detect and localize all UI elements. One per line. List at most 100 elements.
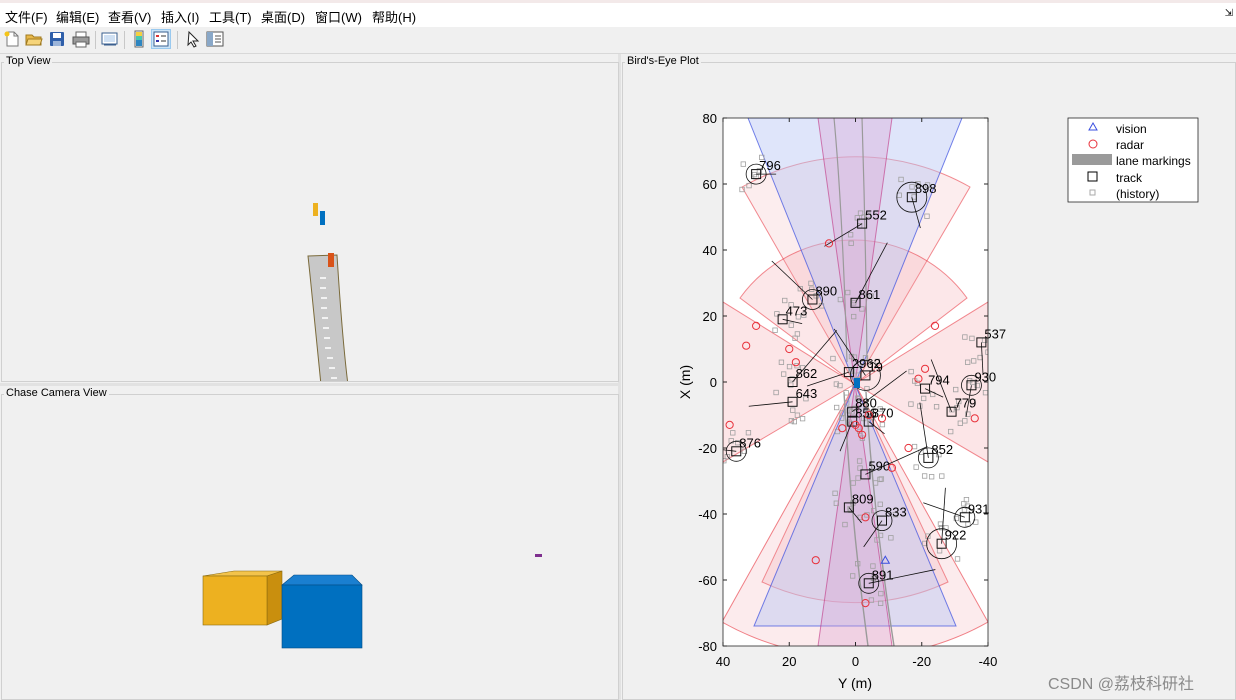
- history-legend-icon: [1089, 189, 1096, 196]
- menu-desktop[interactable]: 桌面(D): [261, 10, 306, 25]
- menu-insert[interactable]: 插入(I): [161, 10, 200, 25]
- legend[interactable]: vision radar lane markings track (histor…: [1067, 117, 1199, 203]
- history-markers: [723, 154, 988, 606]
- horizontal-splitter[interactable]: [0, 383, 620, 386]
- legend-vision: vision: [1116, 122, 1147, 136]
- track-label: 590: [868, 458, 890, 473]
- track-marker[interactable]: [860, 469, 871, 480]
- property-inspector-icon[interactable]: [206, 30, 224, 48]
- open-file-icon[interactable]: [25, 30, 43, 48]
- y-tick-label: -80: [698, 639, 717, 654]
- history-marker: [877, 600, 884, 606]
- vertical-splitter[interactable]: [618, 54, 621, 700]
- history-marker: [969, 335, 975, 342]
- radar-detection: [742, 341, 751, 350]
- track-marker[interactable]: [847, 406, 858, 417]
- radar-detection: [854, 424, 863, 433]
- birds-eye-plot[interactable]: 80 60 40 20 0 -20 -40 -60 -80 40 20 0 -20 -40 796 898…: [622, 62, 1236, 700]
- chase-view-canvas[interactable]: [2, 395, 618, 699]
- history-marker: [803, 396, 809, 402]
- radar-markers: [725, 239, 979, 608]
- new-figure-icon[interactable]: [3, 30, 21, 48]
- track-marker[interactable]: [857, 218, 868, 229]
- history-marker: [847, 232, 854, 238]
- track-marker[interactable]: [946, 406, 957, 417]
- track-velocity-line: [723, 449, 737, 452]
- track-marker[interactable]: [777, 314, 788, 325]
- track-label: 779: [955, 396, 977, 411]
- track-marker[interactable]: [923, 452, 934, 463]
- select-pointer-icon[interactable]: [184, 30, 202, 48]
- radar-detection: [930, 321, 940, 330]
- track-marker[interactable]: [843, 367, 854, 378]
- track-uncertainty-circle: [961, 374, 982, 396]
- track-marker[interactable]: [850, 297, 861, 308]
- track-marker[interactable]: [860, 370, 871, 381]
- top-view-canvas[interactable]: [2, 63, 618, 381]
- track-label: 794: [928, 373, 950, 388]
- history-marker: [908, 401, 914, 407]
- track-velocity-line: [911, 197, 921, 229]
- history-marker: [786, 363, 793, 370]
- track-marker[interactable]: [966, 380, 977, 391]
- print-icon[interactable]: [72, 30, 90, 48]
- legend-toggle[interactable]: [151, 29, 171, 49]
- history-marker: [970, 399, 976, 405]
- track-label: 931: [968, 501, 990, 516]
- track-marker[interactable]: [906, 192, 917, 203]
- history-marker: [974, 382, 980, 389]
- track-velocity-line: [748, 401, 793, 407]
- legend-radar: radar: [1116, 138, 1144, 152]
- history-marker: [809, 286, 815, 292]
- history-marker: [808, 280, 814, 287]
- save-icon[interactable]: [48, 30, 66, 48]
- history-marker: [772, 327, 778, 333]
- track-marker[interactable]: [959, 512, 970, 523]
- track-marker[interactable]: [787, 396, 798, 407]
- track-marker[interactable]: [976, 337, 987, 348]
- vision-markers: [880, 555, 891, 564]
- track-marker[interactable]: [843, 502, 854, 513]
- target-car-yellow: [313, 203, 318, 216]
- history-marker: [778, 359, 785, 365]
- track-marker[interactable]: [807, 294, 818, 305]
- radar-legend-icon: [1088, 139, 1098, 149]
- track-marker[interactable]: [863, 578, 874, 589]
- history-marker: [898, 176, 904, 183]
- track-uncertainty-circle: [850, 359, 881, 391]
- history-marker: [870, 563, 876, 569]
- track-marker[interactable]: [731, 446, 742, 457]
- history-marker: [735, 440, 741, 446]
- track-marker[interactable]: [751, 169, 762, 180]
- history-marker: [740, 161, 746, 167]
- track-label: 870: [872, 406, 894, 421]
- top-view-panel: Top View: [1, 55, 619, 382]
- menu-help[interactable]: 帮助(H): [372, 10, 417, 25]
- track-label: 890: [815, 284, 837, 299]
- radar-detection: [725, 420, 734, 429]
- menu-edit[interactable]: 编辑(E): [56, 10, 100, 25]
- history-marker: [830, 355, 836, 362]
- colorbar-icon[interactable]: [130, 30, 148, 48]
- history-marker: [943, 525, 949, 531]
- link-plot-icon[interactable]: [101, 30, 119, 48]
- y-tick-label: -60: [698, 573, 717, 588]
- track-marker[interactable]: [920, 383, 931, 394]
- menu-file[interactable]: 文件(F): [5, 10, 48, 25]
- track-velocity-line: [848, 507, 862, 524]
- history-marker: [924, 213, 930, 219]
- track-velocity-line: [807, 371, 850, 387]
- menu-window[interactable]: 窗口(W): [315, 10, 362, 25]
- track-marker[interactable]: [877, 515, 887, 526]
- menu-tools[interactable]: 工具(T): [209, 10, 252, 25]
- track-marker[interactable]: [936, 538, 947, 549]
- track-marker[interactable]: [787, 377, 798, 387]
- pin-icon[interactable]: ⇲: [1224, 8, 1233, 19]
- history-marker: [965, 359, 971, 365]
- toolbar: [0, 27, 1236, 54]
- history-marker: [833, 404, 840, 411]
- history-marker: [918, 449, 924, 455]
- menu-view[interactable]: 查看(V): [108, 10, 152, 25]
- track-label: 796: [759, 158, 781, 173]
- track-marker[interactable]: [863, 416, 874, 427]
